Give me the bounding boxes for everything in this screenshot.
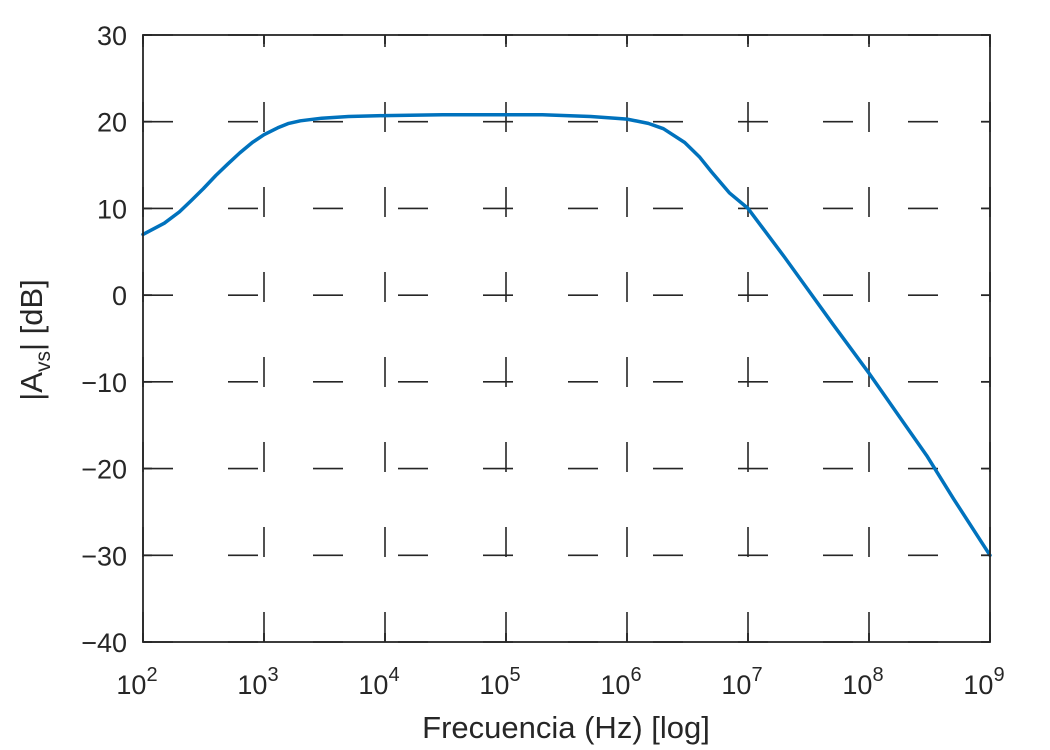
series-layer: [141, 113, 992, 558]
tick-labels: 102 103 104 105 106 107 108 109 30 20 10 0 −10 −20 −30…: [81, 21, 1004, 700]
axes-box: [142, 34, 991, 643]
y-tick-label: −10: [81, 368, 127, 398]
x-tick-label: 109: [963, 664, 1004, 700]
x-axis-label: Frecuencia (Hz) [log]: [422, 710, 710, 745]
y-axis-label: |Avs| [dB]: [14, 279, 55, 401]
axis-ticks: [142, 34, 991, 643]
y-tick-label: 20: [97, 108, 127, 138]
x-tick-label: 105: [479, 664, 520, 700]
x-tick-label: 103: [237, 664, 278, 700]
y-tick-label: −40: [81, 628, 127, 658]
x-tick-label: 102: [116, 664, 157, 700]
y-axis-label-prefix: |A: [14, 372, 49, 401]
x-tick-label: 104: [358, 664, 399, 700]
gain-curve-line: [141, 113, 992, 558]
y-tick-label: 10: [97, 194, 127, 224]
x-tick-label: 106: [600, 664, 641, 700]
y-tick-label: 0: [112, 281, 127, 311]
y-tick-label: −30: [81, 541, 127, 571]
x-tick-label: 107: [721, 664, 762, 700]
grid: [142, 34, 991, 643]
y-axis-label-subscript: vs: [32, 351, 55, 372]
y-tick-label: −20: [81, 455, 127, 485]
y-tick-label: 30: [97, 21, 127, 51]
y-axis-label-suffix: | [dB]: [14, 279, 49, 351]
x-tick-label: 108: [842, 664, 883, 700]
plot-frame: [142, 34, 991, 643]
